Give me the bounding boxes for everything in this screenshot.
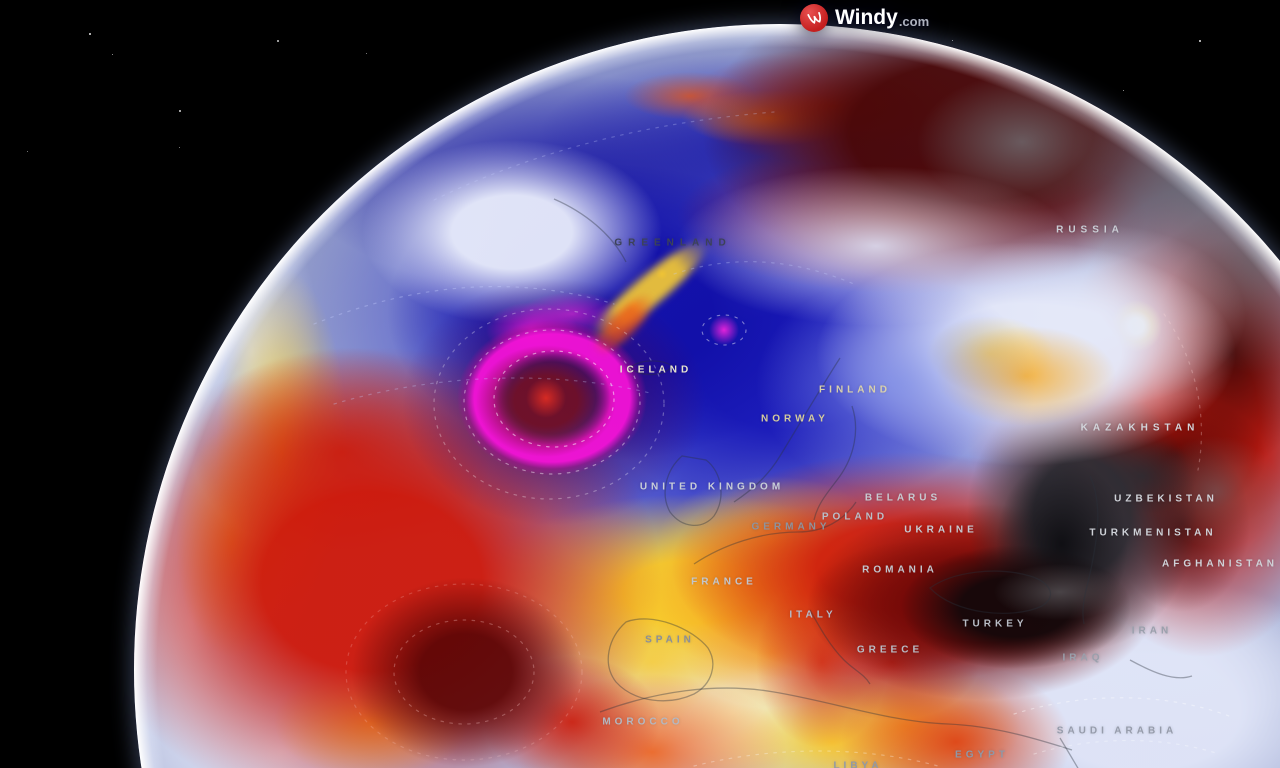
windy-logo-text: Windy [835, 6, 898, 29]
globe-map-canvas[interactable] [134, 24, 1280, 768]
star [89, 33, 91, 35]
star [112, 54, 113, 55]
windy-logo-suffix: .com [898, 14, 930, 29]
windy-logo-icon [800, 4, 828, 32]
star [27, 151, 28, 152]
windy-swirl-icon [807, 11, 821, 24]
windy-logo[interactable]: Windy .com [800, 2, 929, 34]
